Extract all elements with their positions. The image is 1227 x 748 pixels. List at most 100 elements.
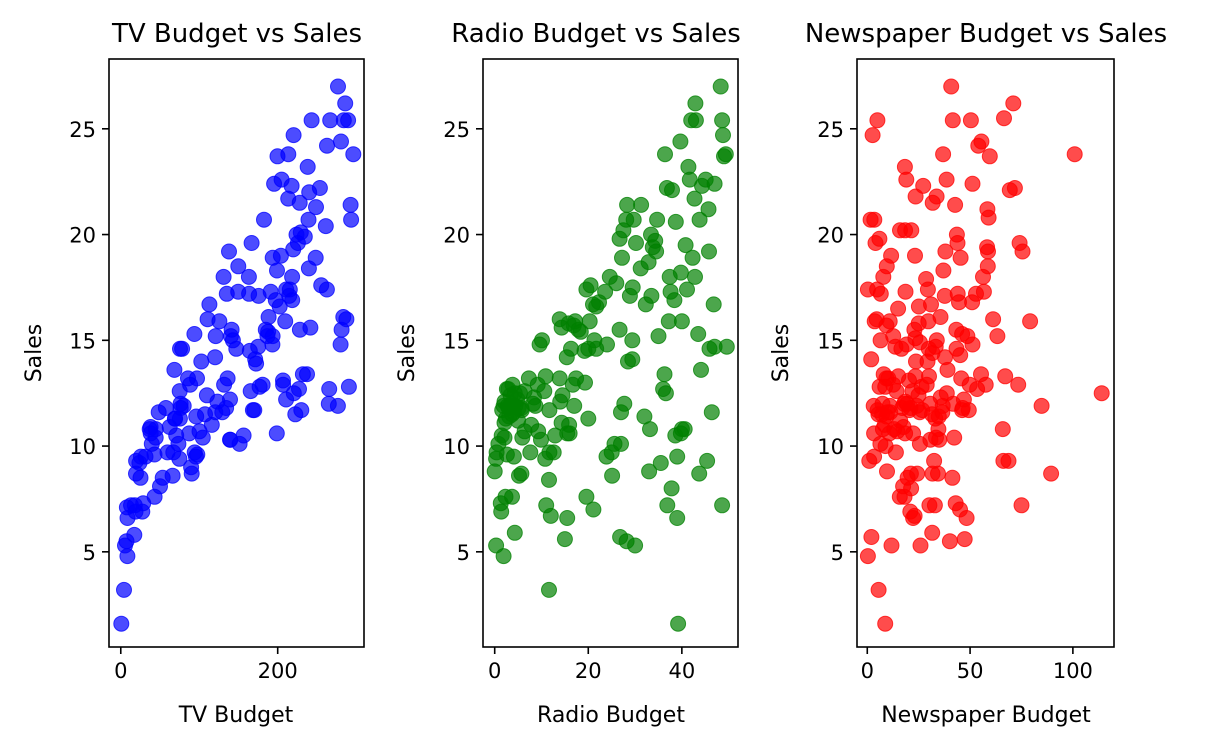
radio-y-axis-label: Sales <box>395 324 420 383</box>
tv-point-114 <box>268 425 285 442</box>
newspaper-point-15 <box>869 112 886 129</box>
newspaper-point-194 <box>1005 95 1022 112</box>
newspaper-x-tick-label-0: 0 <box>861 659 874 683</box>
newspaper-y-tick-label-5: 5 <box>831 541 844 565</box>
radio-point-45 <box>522 444 539 461</box>
newspaper-point-19 <box>871 230 888 247</box>
newspaper-point-190 <box>996 110 1012 127</box>
newspaper-y-ticks: 5 10 15 20 25 <box>817 118 857 565</box>
newspaper-points <box>859 78 1110 632</box>
newspaper-point-138 <box>938 171 955 188</box>
radio-point-186 <box>703 404 720 421</box>
newspaper-point-204 <box>1093 385 1110 402</box>
newspaper-y-tick-label-25: 25 <box>817 118 844 142</box>
radio-points <box>486 78 735 632</box>
radio-point-195 <box>717 146 734 163</box>
radio-point-66 <box>551 370 568 387</box>
newspaper-point-198 <box>1013 497 1030 514</box>
tv-y-axis-label: Sales <box>22 324 47 383</box>
radio-point-82 <box>566 397 583 414</box>
radio-point-116 <box>616 395 633 412</box>
newspaper-point-134 <box>935 262 952 279</box>
newspaper-point-144 <box>944 112 961 129</box>
tv-point-139 <box>291 194 308 211</box>
newspaper-point-84 <box>906 507 923 524</box>
radio-point-166 <box>677 237 694 254</box>
tv-point-26 <box>147 421 164 438</box>
radio-point-153 <box>664 182 680 199</box>
radio-point-129 <box>633 196 650 213</box>
radio-point-163 <box>673 313 690 330</box>
newspaper-point-186 <box>985 311 1002 328</box>
tv-point-98 <box>248 355 265 372</box>
newspaper-point-141 <box>941 533 958 550</box>
newspaper-x-tick-label-50: 50 <box>957 659 984 683</box>
newspaper-point-176 <box>973 133 990 150</box>
radio-point-106 <box>604 467 621 484</box>
radio-point-127 <box>628 235 644 251</box>
tv-point-115 <box>269 262 285 279</box>
newspaper-chart-title: Newspaper Budget vs Sales <box>805 19 1167 49</box>
tv-point-8 <box>126 526 143 543</box>
radio-point-159 <box>670 615 687 632</box>
newspaper-point-166 <box>960 402 977 419</box>
radio-scatter-panel: Radio Budget vs Sales 0 20 40 5 10 15 20 25 Ra… <box>395 19 741 728</box>
radio-point-114 <box>614 249 630 266</box>
radio-point-178 <box>691 211 708 228</box>
newspaper-point-53 <box>890 300 907 317</box>
radio-point-64 <box>545 444 562 461</box>
radio-chart-title: Radio Budget vs Sales <box>451 19 741 49</box>
tv-point-0 <box>113 615 130 632</box>
radio-point-60 <box>541 471 557 488</box>
radio-point-187 <box>705 296 722 313</box>
radio-axes-frame <box>482 58 739 648</box>
newspaper-point-5 <box>863 529 880 545</box>
radio-point-133 <box>641 463 658 480</box>
radio-point-126 <box>627 537 644 554</box>
radio-point-30 <box>506 524 523 541</box>
newspaper-point-105 <box>919 281 936 298</box>
newspaper-point-191 <box>997 368 1014 385</box>
radio-y-tick-label-10: 10 <box>443 435 470 459</box>
newspaper-point-10 <box>866 211 883 228</box>
radio-point-123 <box>624 351 641 368</box>
tv-y-tick-label-25: 25 <box>69 118 96 142</box>
tv-point-103 <box>256 211 272 228</box>
radio-point-154 <box>666 292 683 309</box>
newspaper-point-179 <box>977 376 994 393</box>
tv-point-173 <box>342 196 359 213</box>
newspaper-point-202 <box>1043 465 1060 482</box>
newspaper-point-69 <box>898 171 915 188</box>
radio-point-145 <box>657 146 673 163</box>
tv-point-169 <box>337 95 354 112</box>
tv-point-23 <box>146 446 163 463</box>
radio-y-tick-label-5: 5 <box>457 541 470 565</box>
newspaper-point-129 <box>932 309 949 325</box>
radio-point-167 <box>679 281 695 298</box>
newspaper-axes-frame <box>856 58 1115 648</box>
newspaper-point-178 <box>975 283 992 300</box>
tv-point-69 <box>207 328 224 345</box>
radio-point-142 <box>652 455 669 471</box>
tv-point-129 <box>283 177 300 194</box>
radio-point-109 <box>611 321 628 338</box>
radio-point-57 <box>537 368 554 385</box>
tv-points <box>113 78 362 632</box>
radio-y-tick-label-25: 25 <box>443 118 470 142</box>
radio-point-157 <box>669 448 686 465</box>
newspaper-point-200 <box>1022 313 1039 330</box>
radio-point-55 <box>536 383 553 400</box>
radio-point-89 <box>578 488 595 505</box>
newspaper-point-98 <box>912 537 929 554</box>
tv-point-35 <box>166 361 183 378</box>
newspaper-point-124 <box>928 332 945 349</box>
tv-point-89 <box>235 427 252 444</box>
radio-point-192 <box>714 112 731 129</box>
tv-point-71 <box>211 313 228 330</box>
radio-point-171 <box>684 249 701 266</box>
tv-x-ticks: 0 200 <box>114 647 298 683</box>
newspaper-point-185 <box>981 148 998 165</box>
tv-scatter-panel: TV Budget vs Sales 0 200 5 10 15 20 25 TV Bud… <box>22 19 365 728</box>
newspaper-point-142 <box>943 78 960 95</box>
